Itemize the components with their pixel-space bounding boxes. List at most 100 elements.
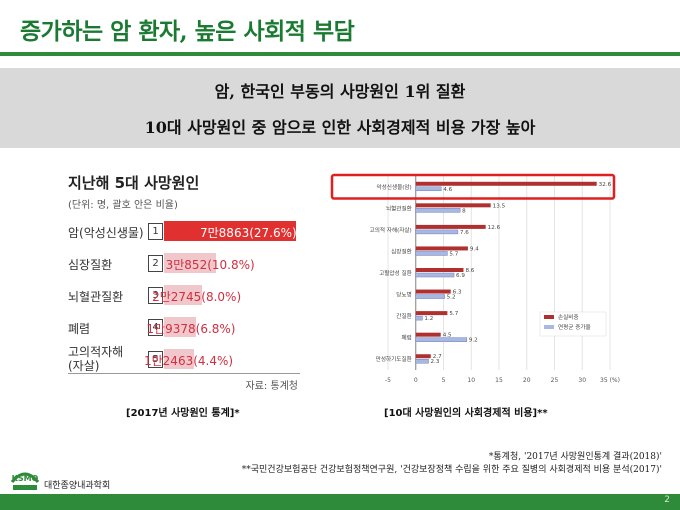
category-label: 만성하기도질환 — [376, 355, 412, 363]
x-tick-label: 25 — [551, 377, 559, 384]
bar-value-label: 7.6 — [460, 230, 469, 236]
highlight-box — [330, 173, 616, 200]
ranking-value-label: 1만9378(6.8%) — [146, 322, 236, 336]
bar — [415, 268, 464, 272]
bar — [415, 181, 597, 186]
ranking-bar — [164, 349, 194, 369]
bar-value-label: 8 — [462, 208, 466, 214]
category-label: 악성신생물(암) — [377, 183, 412, 191]
bar — [415, 246, 468, 251]
ranking-category-label: 고의적자해 (자살) — [68, 345, 124, 373]
footer-bar — [0, 494, 680, 510]
ranking-number: 5 — [148, 351, 163, 368]
caption-right: [10대 사망원인의 사회경제적 비용]** — [384, 408, 548, 419]
bar — [415, 272, 455, 278]
bar — [415, 294, 445, 299]
category-label: 폐렴 — [401, 334, 411, 342]
bar — [415, 354, 431, 359]
bar-value-label: 2.3 — [431, 359, 440, 365]
socioeconomic-cost-chart: -5 0 5 10 15 20 25 30 35 (%) 악성신생물(암) 32.6 4.6 뇌혈관질환… — [328, 160, 620, 392]
x-tick-label: 15 — [495, 377, 503, 384]
bar-value-label: 5.7 — [449, 251, 458, 257]
ranking-divider — [68, 373, 300, 374]
bar-value-label: 4.5 — [443, 333, 452, 339]
subtitle-line-1: 암, 한국인 부동의 사망원인 1위 질환 — [214, 82, 466, 101]
bar — [415, 186, 442, 192]
ranking-value-label: 7만8863(27.6%) — [200, 226, 297, 240]
bar-value-label: 12.6 — [488, 225, 501, 231]
bar — [415, 332, 441, 337]
legend-label: 연평균 증가율 — [558, 323, 591, 331]
bar — [415, 289, 451, 294]
x-tick-label: 30 — [578, 377, 586, 384]
ranking-title: 지난해 5대 사망원인 — [68, 174, 200, 192]
bar-value-label: 5.7 — [449, 311, 458, 317]
bar — [415, 315, 423, 321]
chart-background — [328, 160, 620, 392]
logo-text: KSMO — [12, 474, 39, 483]
x-tick-label: 0 — [414, 377, 418, 384]
category-label: 간질환 — [396, 312, 411, 320]
bar — [415, 337, 468, 342]
bar — [415, 358, 429, 364]
ranking-bar — [164, 221, 296, 241]
ranking-row: 고의적자해 (자살) 5 1만2463(4.4%) — [64, 345, 302, 373]
bar — [415, 203, 491, 208]
x-tick-label: 10 — [467, 377, 475, 384]
slide-title: 증가하는 암 환자, 높은 사회적 부담 — [20, 18, 355, 45]
ranking-row: 심장질환 2 3만852(10.8%) — [64, 252, 302, 276]
bar-value-label: 6.3 — [453, 290, 462, 296]
ranking-number: 2 — [148, 255, 163, 272]
subtitle-banner: 암, 한국인 부동의 사망원인 1위 질환 10대 사망원인 중 암으로 인한 … — [0, 68, 680, 148]
category-label: 고의적 자해(자살) — [370, 226, 412, 234]
ranking-value-label: 1만2463(4.4%) — [144, 354, 234, 368]
ranking-source: 자료: 통계청 — [245, 381, 298, 392]
ranking-unit: (단위: 명, 괄호 안은 비율) — [68, 200, 178, 211]
x-tick-label: 35 (%) — [600, 377, 620, 384]
bar-value-label: 6.9 — [456, 273, 465, 279]
ranking-bar — [164, 285, 203, 305]
x-tick-label: 5 — [442, 377, 446, 384]
bar-value-label: 32.6 — [599, 182, 612, 188]
footnote-2: **국민건강보험공단 건강보험정책연구원, '건강보장정책 수립을 위한 주요 … — [241, 465, 662, 475]
bar — [415, 208, 461, 213]
bar-value-label: 5.2 — [447, 295, 456, 301]
x-tick-label: 20 — [523, 377, 531, 384]
bar-value-label: 13.5 — [493, 203, 506, 209]
ranking-category-label: 폐렴 — [68, 322, 91, 336]
ranking-category-label: 암(악성신생물) — [68, 226, 144, 240]
bar-value-label: 9.2 — [469, 338, 478, 344]
category-label: 고혈압성 질환 — [379, 269, 412, 277]
legend-label: 손실비중 — [558, 313, 579, 321]
x-tick-label: -5 — [385, 377, 391, 384]
ranking-category-label: 뇌혈관질환 — [68, 290, 124, 304]
ranking-row: 뇌혈관질환 3 2만2745(8.0%) — [64, 284, 302, 308]
bar — [415, 251, 448, 256]
footnote-1: *통계청, '2017년 사망원인통계 결과(2018)' — [488, 452, 662, 462]
death-causes-ranking: 지난해 5대 사망원인 (단위: 명, 괄호 안은 비율) 암(악성신생물) 1 7… — [64, 168, 302, 400]
page-number: 2 — [664, 495, 670, 505]
category-label: 뇌혈관질환 — [386, 204, 412, 212]
ranking-value-label: 3만852(10.8%) — [165, 258, 255, 272]
ranking-row: 암(악성신생물) 1 7만8863(27.6%) — [64, 220, 302, 244]
category-label: 당뇨병 — [396, 291, 411, 299]
bar — [415, 224, 486, 229]
bar-value-label: 1.2 — [424, 316, 433, 322]
organization-name: 대한종양내과학회 — [44, 481, 111, 491]
ranking-number: 1 — [148, 223, 163, 240]
ranking-bar — [164, 253, 216, 273]
caption-left: [2017년 사망원인 통계]* — [126, 408, 240, 419]
bar-value-label: 9.4 — [470, 246, 479, 252]
ranking-bar — [164, 317, 197, 337]
ranking-row: 폐렴 4 1만9378(6.8%) — [64, 316, 302, 340]
bar-value-label: 2.7 — [433, 354, 442, 360]
ranking-number: 3 — [148, 287, 163, 304]
bar — [415, 229, 459, 235]
title-divider — [0, 52, 680, 56]
bar-value-label: 8.6 — [465, 268, 474, 274]
bar — [415, 311, 448, 316]
legend-swatch — [544, 315, 554, 319]
subtitle-line-2: 10대 사망원인 중 암으로 인한 사회경제적 비용 가장 높아 — [144, 118, 536, 137]
ranking-number: 4 — [148, 319, 163, 336]
category-label: 심장질환 — [391, 247, 412, 255]
